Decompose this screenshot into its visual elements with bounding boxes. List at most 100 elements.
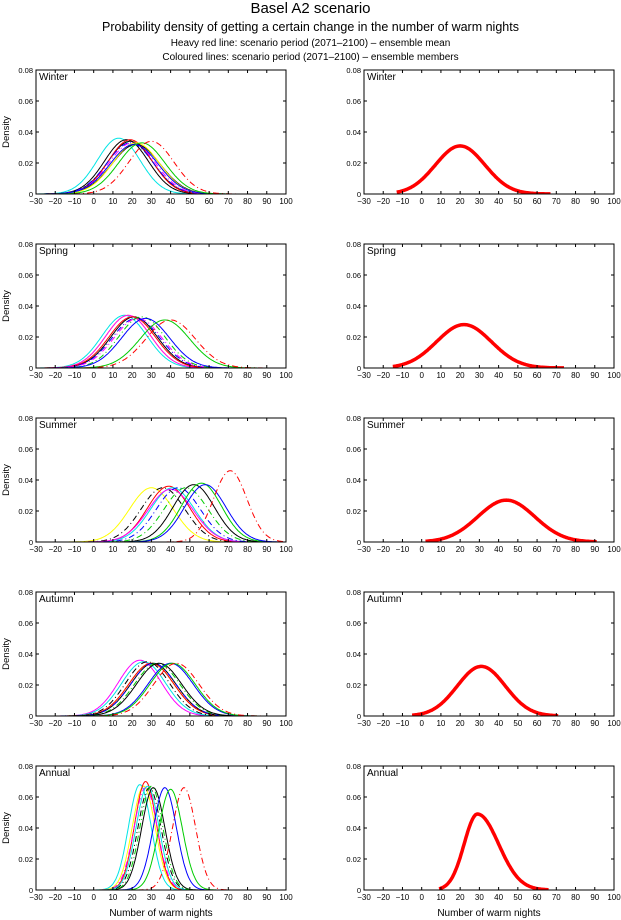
x-tick-label: 20 xyxy=(128,371,137,380)
x-tick-label: 40 xyxy=(166,545,175,554)
x-tick-label: 20 xyxy=(128,197,137,206)
x-tick-label: −30 xyxy=(357,371,371,380)
x-tick-label: 10 xyxy=(436,197,445,206)
x-tick-label: −30 xyxy=(357,719,371,728)
y-tick-label: 0.08 xyxy=(18,414,33,423)
series-line-member xyxy=(103,787,201,890)
y-tick-label: 0.02 xyxy=(346,159,361,168)
x-tick-label: 70 xyxy=(224,545,233,554)
y-tick-label: 0.06 xyxy=(346,271,361,280)
y-tick-label: 0.06 xyxy=(346,97,361,106)
x-tick-label: −10 xyxy=(396,719,410,728)
x-tick-label: 70 xyxy=(224,371,233,380)
x-tick-label: 90 xyxy=(262,197,271,206)
series-line-member xyxy=(42,317,245,368)
x-tick-label: 20 xyxy=(456,197,465,206)
x-tick-label: −30 xyxy=(29,197,43,206)
series-line-member xyxy=(37,142,235,194)
axes-frame xyxy=(35,69,287,195)
y-tick-label: 0.04 xyxy=(346,128,361,137)
x-tick-label: −10 xyxy=(396,893,410,902)
y-tick-label: 0.02 xyxy=(18,507,33,516)
x-tick-label: 20 xyxy=(128,719,137,728)
series-line-member xyxy=(123,788,224,890)
x-tick-label: 90 xyxy=(262,371,271,380)
x-tick-label: 70 xyxy=(552,719,561,728)
x-tick-label: −10 xyxy=(68,197,82,206)
x-tick-label: 60 xyxy=(205,719,214,728)
series-line-member xyxy=(66,662,259,716)
y-tick-label: 0.02 xyxy=(346,507,361,516)
y-tick-label: 0.06 xyxy=(18,97,33,106)
x-tick-label: 90 xyxy=(262,893,271,902)
series-line-member xyxy=(38,143,242,194)
y-tick-label: 0.04 xyxy=(346,476,361,485)
y-tick-label: 0 xyxy=(29,364,33,373)
x-tick-label: 40 xyxy=(494,197,503,206)
series-line-member xyxy=(101,785,199,890)
x-tick-label: 50 xyxy=(185,197,194,206)
y-tick-label: 0.06 xyxy=(18,619,33,628)
x-tick-label: −20 xyxy=(48,893,62,902)
x-tick-label: 70 xyxy=(224,893,233,902)
series-line-member xyxy=(122,484,286,542)
y-tick-label: 0.08 xyxy=(346,66,361,75)
x-tick-label: 10 xyxy=(108,719,117,728)
x-tick-label: 70 xyxy=(224,197,233,206)
y-axis-label: Density xyxy=(1,812,12,844)
x-tick-label: 30 xyxy=(475,893,484,902)
y-tick-label: 0.02 xyxy=(18,333,33,342)
y-tick-label: 0.08 xyxy=(346,240,361,249)
y-tick-label: 0.04 xyxy=(346,824,361,833)
x-tick-label: 100 xyxy=(607,371,621,380)
season-label: Summer xyxy=(39,420,77,431)
x-tick-label: 60 xyxy=(205,545,214,554)
x-tick-label: 40 xyxy=(166,719,175,728)
y-tick-label: 0 xyxy=(357,886,361,895)
x-tick-label: 100 xyxy=(279,893,293,902)
legend-note-ensemble-members: Coloured lines: scenario period (2071–21… xyxy=(162,52,459,63)
y-tick-label: 0 xyxy=(357,190,361,199)
x-tick-label: 60 xyxy=(533,893,542,902)
x-tick-label: 50 xyxy=(513,197,522,206)
x-tick-label: −10 xyxy=(68,719,82,728)
x-tick-label: −20 xyxy=(48,371,62,380)
x-tick-label: 30 xyxy=(147,197,156,206)
series-line-member xyxy=(65,319,276,368)
y-tick-label: 0.04 xyxy=(18,128,33,137)
x-tick-label: 80 xyxy=(571,545,580,554)
y-tick-label: 0 xyxy=(29,538,33,547)
x-tick-label: 90 xyxy=(590,893,599,902)
x-tick-label: 50 xyxy=(185,893,194,902)
series-line-member xyxy=(48,142,246,194)
season-label: Spring xyxy=(367,246,396,257)
x-tick-label: 90 xyxy=(590,545,599,554)
x-tick-label: −20 xyxy=(376,197,390,206)
x-tick-label: 90 xyxy=(262,545,271,554)
x-axis-label: Number of warm nights xyxy=(109,908,212,919)
x-tick-label: −30 xyxy=(29,371,43,380)
y-tick-label: 0.02 xyxy=(18,159,33,168)
x-tick-label: −30 xyxy=(29,719,43,728)
y-tick-label: 0.04 xyxy=(346,302,361,311)
series-line-member xyxy=(86,662,278,716)
axes-frame xyxy=(363,243,615,369)
x-tick-label: 50 xyxy=(513,719,522,728)
x-tick-label: 30 xyxy=(147,719,156,728)
x-tick-label: −30 xyxy=(357,197,371,206)
x-tick-label: 90 xyxy=(590,371,599,380)
x-tick-label: 20 xyxy=(456,893,465,902)
series-line-ensemble-mean xyxy=(392,322,565,368)
x-tick-label: 80 xyxy=(571,371,580,380)
x-tick-label: 40 xyxy=(494,893,503,902)
x-axis-label: Number of warm nights xyxy=(437,908,540,919)
y-tick-label: 0.02 xyxy=(346,681,361,690)
y-tick-label: 0.08 xyxy=(18,240,33,249)
x-tick-label: −30 xyxy=(29,893,43,902)
x-tick-label: 20 xyxy=(456,545,465,554)
x-tick-label: 30 xyxy=(475,371,484,380)
series-line-member xyxy=(83,485,265,542)
y-tick-label: 0.04 xyxy=(18,824,33,833)
x-tick-label: 30 xyxy=(147,545,156,554)
season-label: Spring xyxy=(39,246,68,257)
